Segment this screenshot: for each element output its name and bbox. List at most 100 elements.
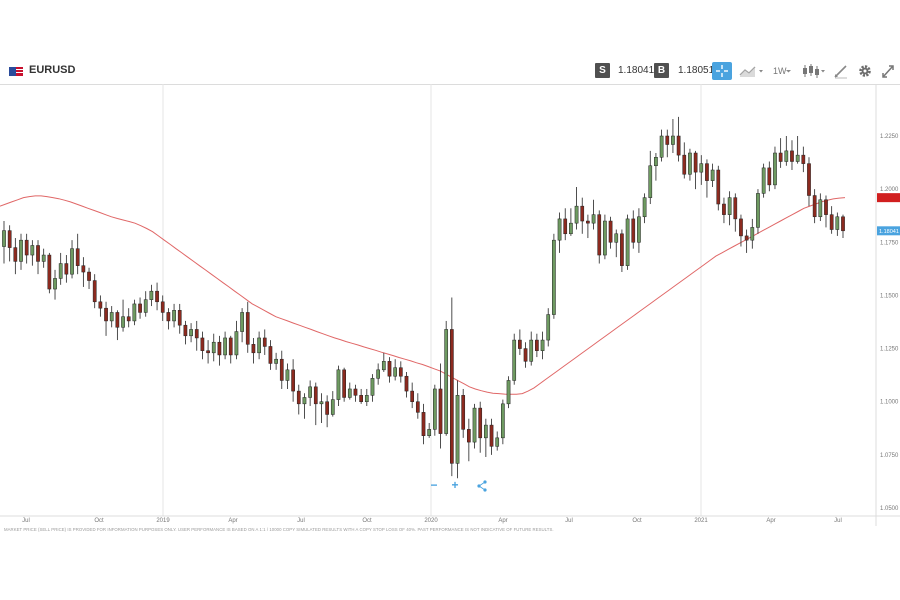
candle-body [313, 386, 318, 405]
candle [705, 159, 709, 198]
candle [722, 197, 726, 224]
candle [166, 308, 171, 330]
candle [710, 163, 715, 188]
gear-icon[interactable] [857, 62, 873, 80]
x-tick-label: Jul [565, 518, 573, 524]
y-tick-label: 1.1000 [880, 400, 899, 406]
disclaimer-text: MARKET PRICE (SELL PRICE) IS PROVIDED FO… [4, 527, 554, 532]
timeframe-chevron-down-icon[interactable] [785, 62, 793, 80]
candle-body [359, 395, 363, 402]
y-tick-label: 1.1500 [880, 293, 899, 299]
candle [467, 418, 471, 462]
chart-toolbar: EURUSD S 1.18041 B 1.18051 1W [0, 58, 900, 85]
candle [30, 240, 35, 266]
candle-body [710, 169, 715, 181]
candle-body [53, 278, 57, 290]
zoom-out-button[interactable]: − [430, 478, 437, 492]
y-tick-label: 1.1750 [880, 240, 899, 246]
candle [676, 116, 681, 162]
candle [347, 382, 352, 400]
candle-body [109, 312, 114, 322]
candle-body [285, 369, 290, 381]
candle [41, 248, 46, 268]
candle-body [676, 135, 681, 156]
candles-icon[interactable] [801, 62, 827, 80]
candle-body [790, 150, 794, 162]
share-icon[interactable] [477, 480, 487, 492]
candle [138, 297, 142, 319]
candle [625, 214, 630, 270]
candle [279, 350, 284, 389]
candle [70, 240, 74, 279]
candle [569, 208, 573, 236]
candle-body [126, 316, 131, 322]
candle-body [234, 331, 239, 356]
candle [654, 153, 658, 181]
candle-body [665, 135, 670, 145]
price-chart[interactable]: 1.2250 1.2000 1.1750 1.1500 1.1250 1.1000 1.07… [0, 84, 900, 526]
candle [438, 363, 443, 449]
candle [801, 146, 806, 173]
candle-body [251, 344, 256, 354]
candle-body [699, 163, 704, 173]
candle-body [518, 339, 522, 349]
candle-body [727, 197, 732, 215]
candle-body [761, 167, 766, 194]
candle [262, 329, 267, 355]
candle-body [415, 401, 420, 413]
candle-body [19, 239, 23, 262]
candle-body [824, 199, 828, 215]
chart-type-icon[interactable] [738, 62, 766, 80]
candle [206, 340, 210, 364]
candle [223, 331, 227, 360]
fullscreen-icon[interactable] [880, 62, 896, 80]
candle [387, 357, 392, 383]
timeframe-selector[interactable]: 1W [773, 66, 787, 76]
candle-body [818, 199, 823, 218]
zoom-in-button[interactable]: + [451, 478, 458, 492]
candle [24, 233, 29, 264]
candle-body [733, 197, 738, 220]
candle [92, 274, 97, 309]
candle [228, 335, 233, 364]
candle-body [421, 412, 426, 436]
candle-body [7, 230, 12, 248]
candle [245, 301, 250, 353]
candle [455, 380, 460, 479]
candle [359, 388, 363, 404]
candle-body [557, 218, 562, 241]
candle [739, 214, 743, 247]
sell-button[interactable]: S [595, 63, 610, 78]
candle-body [563, 218, 568, 235]
candle [790, 140, 794, 171]
buy-price[interactable]: 1.18051 [678, 65, 715, 76]
candle [631, 210, 636, 249]
candle [53, 269, 57, 300]
candle-body [801, 154, 806, 164]
candle [160, 295, 165, 321]
sell-price[interactable]: 1.18041 [618, 65, 655, 76]
candle-body [172, 310, 176, 322]
candle [586, 214, 590, 239]
candle-body [13, 247, 18, 262]
candle-body [637, 216, 641, 243]
candle [484, 418, 488, 457]
candle-body [495, 437, 500, 447]
candle-body [750, 227, 755, 241]
candle-body [841, 216, 845, 232]
candle-body [455, 395, 460, 464]
crosshair-icon[interactable] [712, 62, 732, 80]
candle [659, 129, 664, 162]
candle [381, 352, 386, 372]
candle-body [444, 329, 449, 434]
candle [19, 233, 23, 270]
buy-button[interactable]: B [654, 63, 669, 78]
candle [495, 431, 500, 451]
candle [574, 187, 579, 230]
candle-body [92, 280, 97, 303]
candle [155, 282, 159, 311]
candle-body [835, 216, 840, 230]
draw-icon[interactable] [833, 62, 849, 80]
candle-body [268, 346, 273, 364]
candle-body [24, 239, 29, 256]
